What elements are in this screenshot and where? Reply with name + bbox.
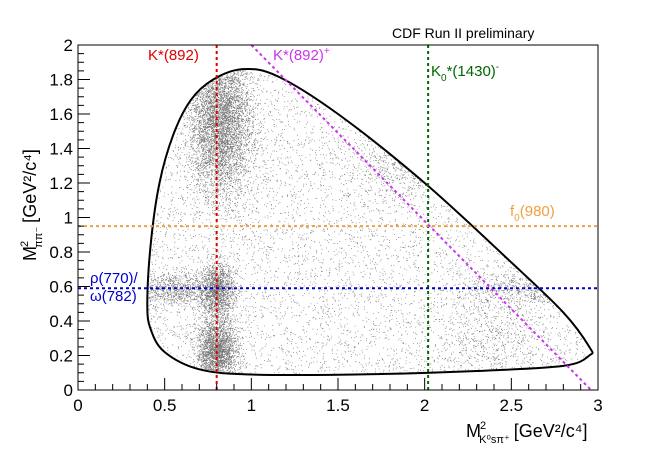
scatter-points (148, 69, 587, 375)
scatter-point-cloud (148, 69, 587, 375)
y-tick-label: 2 (64, 36, 73, 55)
y-tick-label: 1.4 (49, 140, 73, 159)
x-axis-title: M2 K⁰sπ⁺ [GeV²/c⁴] (466, 420, 588, 446)
x-axis-ticks: 0 0.5 1 1.5 2 2.5 3 (73, 378, 603, 415)
y-tick-label: 0.4 (49, 312, 73, 331)
x-tick-label: 1 (247, 396, 256, 415)
y-tick-label: 1.8 (49, 71, 73, 90)
y-axis-title: M2 ππ⁻[GeV²/c⁴] (19, 149, 45, 261)
label-omega-782: ω(782) (90, 288, 137, 305)
dalitz-boundary (146, 67, 594, 377)
y-tick-label: 0.8 (49, 243, 73, 262)
y-tick-label: 0 (64, 381, 73, 400)
y-tick-label: 0.2 (49, 347, 73, 366)
x-tick-label: 0 (73, 396, 82, 415)
y-axis-title-group: M2 ππ⁻[GeV²/c⁴] (19, 149, 45, 261)
y-axis-ticks: 0 0.2 0.4 0.6 0.8 1 1.2 1.4 1.6 1.8 2 (49, 36, 90, 400)
resonance-line-4 (250, 44, 592, 391)
label-f0-980: f0(980) (510, 203, 555, 224)
x-tick-label: 3 (593, 396, 602, 415)
x-tick-label: 1.5 (326, 396, 350, 415)
label-rho-770: ρ(770)/ (90, 270, 139, 287)
chart-title: CDF Run II preliminary (392, 25, 534, 41)
y-tick-label: 0.6 (49, 278, 73, 297)
label-k892-plus: K*(892)+ (273, 46, 330, 64)
y-tick-label: 1.2 (49, 174, 73, 193)
x-tick-label: 0.5 (153, 396, 177, 415)
y-tick-label: 1.6 (49, 105, 73, 124)
label-k0-1430: K0*(1430)- (431, 62, 499, 84)
x-tick-label: 2.5 (500, 396, 524, 415)
resonance-lines (78, 44, 598, 391)
y-tick-label: 1 (64, 209, 73, 228)
x-tick-label: 2 (420, 396, 429, 415)
label-k892: K*(892) (148, 47, 199, 64)
